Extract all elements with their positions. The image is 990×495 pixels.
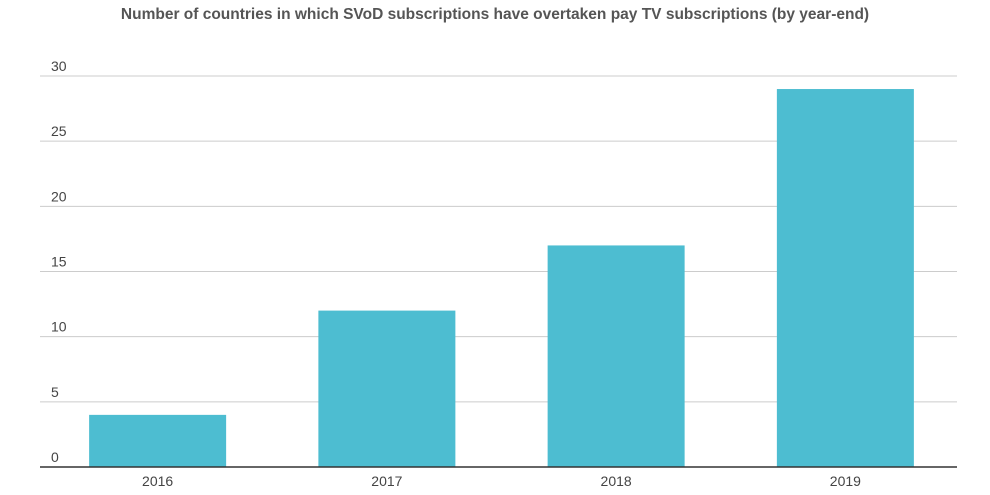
axes: 0 5 10 15 20 25 30 2016 2017 2018 2019 [40, 58, 957, 489]
x-tick-label-2016: 2016 [142, 473, 173, 489]
y-tick-label-0: 0 [51, 449, 59, 465]
y-tick-label-20: 20 [51, 188, 67, 204]
chart-title: Number of countries in which SVoD subscr… [120, 6, 870, 23]
x-tick-label-2017: 2017 [371, 473, 402, 489]
bar-2019 [776, 89, 914, 468]
y-tick-label-25: 25 [51, 123, 67, 139]
bars [89, 89, 914, 468]
bar-2018 [547, 245, 685, 467]
y-tick-label-5: 5 [51, 384, 59, 400]
x-tick-label-2018: 2018 [601, 473, 632, 489]
y-tick-label-15: 15 [51, 254, 67, 270]
bar-2016 [89, 414, 227, 467]
y-tick-label-10: 10 [51, 319, 67, 335]
y-tick-label-30: 30 [51, 58, 67, 74]
bar-2017 [318, 310, 456, 467]
x-tick-label-2019: 2019 [830, 473, 861, 489]
